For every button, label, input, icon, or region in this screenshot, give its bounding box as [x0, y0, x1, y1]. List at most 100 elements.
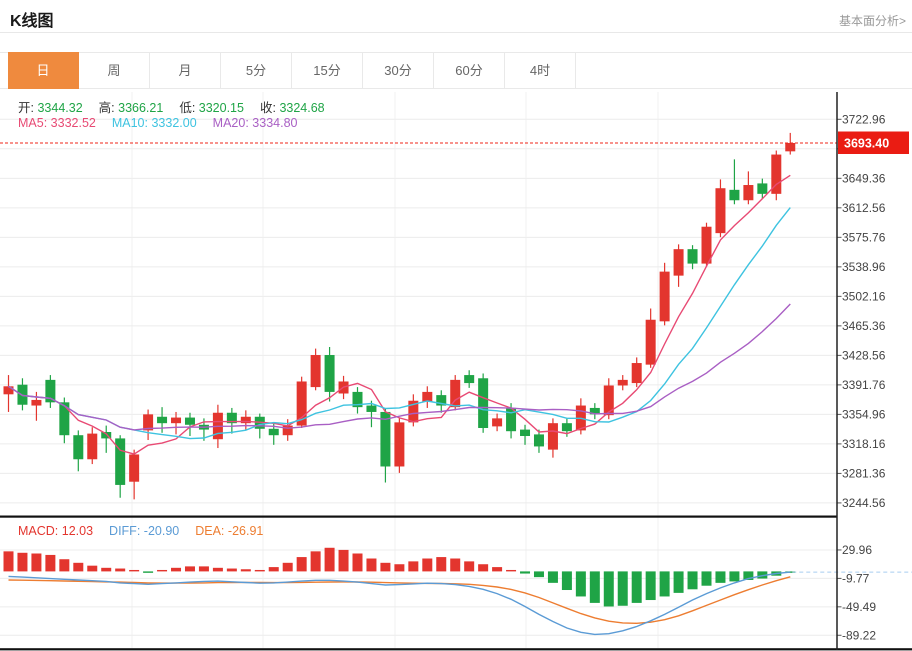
candle-body — [3, 386, 14, 395]
tab-5分[interactable]: 5分 — [221, 53, 292, 88]
close-value: 3324.68 — [279, 101, 325, 115]
macd-bar — [143, 571, 154, 573]
candle-body — [478, 378, 489, 428]
macd-bar — [3, 551, 14, 572]
price-axis-label: 3465.36 — [842, 319, 886, 333]
macd-legend: MACD: 12.03 DIFF: -20.90 DEA: -26.91 — [18, 524, 279, 538]
macd-bar — [561, 571, 572, 591]
macd-bar — [645, 571, 656, 601]
macd-bar — [673, 571, 684, 593]
macd-bar — [17, 552, 28, 572]
tab-4时[interactable]: 4时 — [505, 53, 576, 88]
price-axis-label: 3428.56 — [842, 348, 886, 362]
candle-body — [687, 249, 698, 264]
macd-bar — [757, 571, 768, 579]
candle-body — [115, 438, 126, 485]
candle-body — [366, 405, 377, 412]
candle-body — [589, 407, 600, 415]
tab-30分[interactable]: 30分 — [363, 53, 434, 88]
candle-body — [143, 414, 154, 431]
macd-bar — [254, 569, 265, 572]
candle-body — [45, 379, 56, 403]
macd-bar — [715, 571, 726, 583]
macd-bar — [171, 567, 182, 572]
open-item: 开: 3344.32 — [18, 101, 83, 115]
diff-item: DIFF: -20.90 — [109, 524, 180, 538]
tab-日[interactable]: 日 — [8, 52, 79, 89]
macd-bar — [338, 549, 349, 572]
macd-bar — [73, 562, 84, 572]
candle-body — [171, 417, 182, 424]
low-value: 3320.15 — [198, 101, 244, 115]
candle-body — [520, 429, 531, 437]
macd-axis-label: -49.49 — [842, 600, 876, 614]
current-price-label-bg — [838, 131, 909, 154]
ma20-item: MA20: 3334.80 — [212, 116, 298, 130]
macd-bar — [603, 571, 614, 607]
candle-body — [324, 355, 335, 392]
candle-body — [603, 385, 614, 416]
bottom-border — [0, 648, 912, 651]
panel-separator — [0, 515, 837, 518]
interval-tabbar: 日周月 5分 15分 30分 60分 4时 — [0, 52, 912, 89]
ma10-line — [8, 207, 791, 440]
macd-bar — [157, 569, 168, 572]
low-item: 低: 3320.15 — [179, 101, 244, 115]
macd-bar — [547, 571, 558, 583]
macd-bar — [184, 566, 195, 572]
high-item: 高: 3366.21 — [99, 101, 164, 115]
candle-body — [659, 271, 670, 322]
macd-bar — [366, 558, 377, 572]
fundamental-analysis-link[interactable]: 基本面分析> — [838, 14, 906, 28]
ma20-line — [8, 303, 791, 431]
dea-line — [8, 576, 791, 625]
macd-bar — [589, 571, 600, 603]
candle-body — [310, 355, 321, 388]
tab-月[interactable]: 月 — [150, 53, 221, 88]
candle-body — [240, 416, 251, 424]
candle-body — [352, 391, 363, 408]
candle-body — [380, 411, 391, 467]
macd-bar — [436, 557, 447, 572]
macd-axis-label: -89.22 — [842, 628, 876, 642]
macd-bar — [575, 571, 586, 597]
macd-bar — [743, 571, 754, 580]
candle-body — [785, 143, 796, 152]
candle-body — [101, 432, 112, 439]
candle-body — [701, 226, 712, 264]
candle-body — [673, 249, 684, 276]
tab-周[interactable]: 周 — [79, 53, 150, 88]
macd-bar — [450, 558, 461, 572]
ma5-line — [8, 174, 791, 455]
header-divider — [0, 32, 912, 33]
candle-body — [129, 454, 140, 482]
ohlc-legend: 开: 3344.32 高: 3366.21 低: 3320.15 收: 3324.68 — [18, 97, 341, 116]
price-axis-label: 3538.96 — [842, 260, 886, 274]
low-label: 低: — [179, 101, 196, 115]
candle-body — [268, 428, 279, 436]
candle-body — [184, 417, 195, 425]
macd-bar — [31, 553, 42, 572]
macd-bar — [464, 561, 475, 572]
price-axis-label: 3391.76 — [842, 378, 886, 392]
dea-item: DEA: -26.91 — [195, 524, 264, 538]
ma5-item: MA5: 3332.52 — [18, 116, 96, 130]
candle-body — [743, 185, 754, 201]
candle-body — [87, 433, 98, 460]
candle-body — [282, 425, 293, 436]
candle-body — [450, 379, 461, 408]
macd-bar — [631, 571, 642, 603]
candle-body — [31, 399, 42, 406]
macd-item: MACD: 12.03 — [18, 524, 94, 538]
candle-body — [729, 189, 740, 201]
macd-bar — [520, 571, 531, 574]
macd-bar — [380, 562, 391, 572]
high-value: 3366.21 — [118, 101, 164, 115]
tab-15分[interactable]: 15分 — [292, 53, 363, 88]
candle-body — [436, 395, 447, 406]
candle-body — [226, 412, 237, 424]
candle-body — [533, 434, 544, 447]
tab-60分[interactable]: 60分 — [434, 53, 505, 88]
price-axis-label: 3649.36 — [842, 171, 886, 185]
